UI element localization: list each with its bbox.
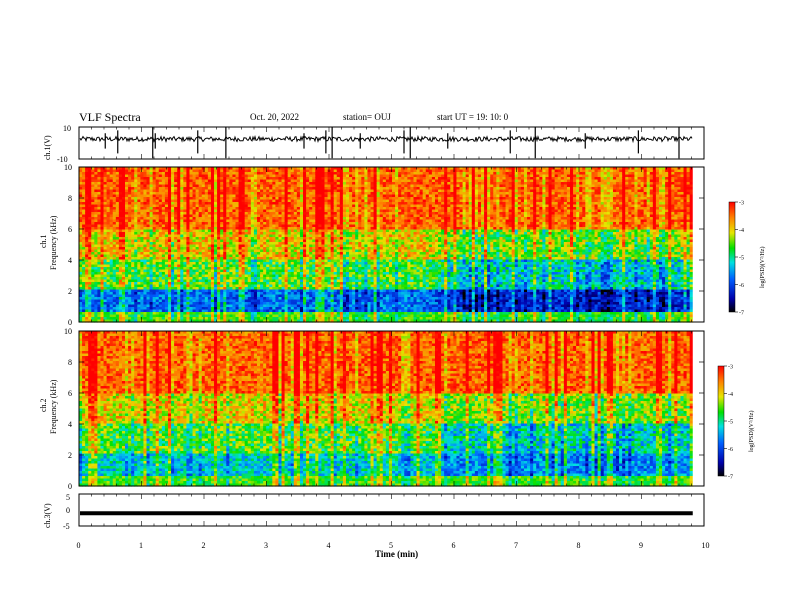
colorbar-tick: -5 (728, 420, 733, 426)
colorbar-tick: -7 (739, 311, 744, 317)
colorbar-tick: -3 (728, 365, 733, 371)
x-tick-label: 1 (139, 541, 143, 550)
ch2-spectrogram-ylabel-freq: Frequency (kHz) (49, 379, 58, 434)
x-tick-label: 9 (639, 541, 643, 550)
ch1-colorbar-label: log(PSD)(V²/Hz) (759, 247, 766, 288)
ch2-spectrogram-heatmap (79, 331, 704, 487)
spec-ytick: 6 (68, 225, 72, 234)
spec-ytick: 10 (64, 163, 72, 172)
ch3-ytick-mid: 0 (66, 506, 70, 515)
x-tick-label: 3 (264, 541, 268, 550)
x-axis-label: Time (min) (375, 549, 418, 559)
colorbar-tick: -7 (728, 475, 733, 481)
ch3-ytick-bottom: -5 (63, 522, 70, 531)
ch3-ytick-top: 5 (66, 493, 70, 502)
ch1-spectrogram-ylabel-ch: ch.1 (39, 234, 48, 248)
colorbar-tick: -4 (728, 392, 733, 398)
ch2-spectrogram-panel: 0 2 4 6 8 10 ch.2 Frequency (kHz) (39, 327, 704, 491)
ch2-spectrogram-ylabel-ch: ch.2 (39, 398, 48, 412)
ch3-waveform-panel: 5 0 -5 ch.3(V) (43, 493, 704, 531)
ch2-colorbar: -3 -4 -5 -6 -7 log(PSD)(V²/Hz) (718, 365, 755, 481)
spec-ytick: 10 (64, 327, 72, 336)
x-tick-label: 7 (514, 541, 518, 550)
colorbar-tick: -4 (739, 228, 744, 234)
x-tick-label: 6 (452, 541, 456, 550)
x-tick-label: 8 (577, 541, 581, 550)
ch2-colorbar-label: log(PSD)(V²/Hz) (748, 411, 755, 452)
ch1-waveform-ylabel: ch.1(V) (43, 135, 52, 160)
x-tick-label: 4 (327, 541, 331, 550)
colorbar-tick: -6 (739, 283, 744, 289)
spec-ytick: 4 (68, 256, 72, 265)
ch1-colorbar: -3 -4 -5 -6 -7 log(PSD)(V²/Hz) (729, 201, 766, 317)
ch1-waveform-panel: 10 -10 ch.1(V) (43, 124, 704, 164)
colorbar-tick: -6 (728, 447, 733, 453)
ch1-spectrogram-ylabel-freq: Frequency (kHz) (49, 215, 58, 270)
spec-ytick: 4 (68, 420, 72, 429)
x-tick-label: 0 (77, 541, 81, 550)
spec-ytick: 8 (68, 358, 72, 367)
spec-ytick: 8 (68, 194, 72, 203)
ch1-spectrogram-panel: 0 2 4 6 8 10 ch.1 Frequency (kHz) (39, 163, 704, 327)
x-tick-label: 2 (202, 541, 206, 550)
spec-ytick: 6 (68, 389, 72, 398)
x-tick-label: 10 (702, 541, 710, 550)
ch1-ytick-top: 10 (63, 124, 71, 133)
spec-ytick: 0 (68, 482, 72, 491)
spec-ytick: 2 (68, 287, 72, 296)
colorbar-tick: -3 (739, 201, 744, 207)
spec-ytick: 0 (68, 318, 72, 327)
colorbar-tick: -5 (739, 256, 744, 262)
spec-ytick: 2 (68, 451, 72, 460)
ch1-spectrogram-heatmap (79, 167, 704, 323)
ch3-waveform-ylabel: ch.3(V) (43, 503, 52, 528)
